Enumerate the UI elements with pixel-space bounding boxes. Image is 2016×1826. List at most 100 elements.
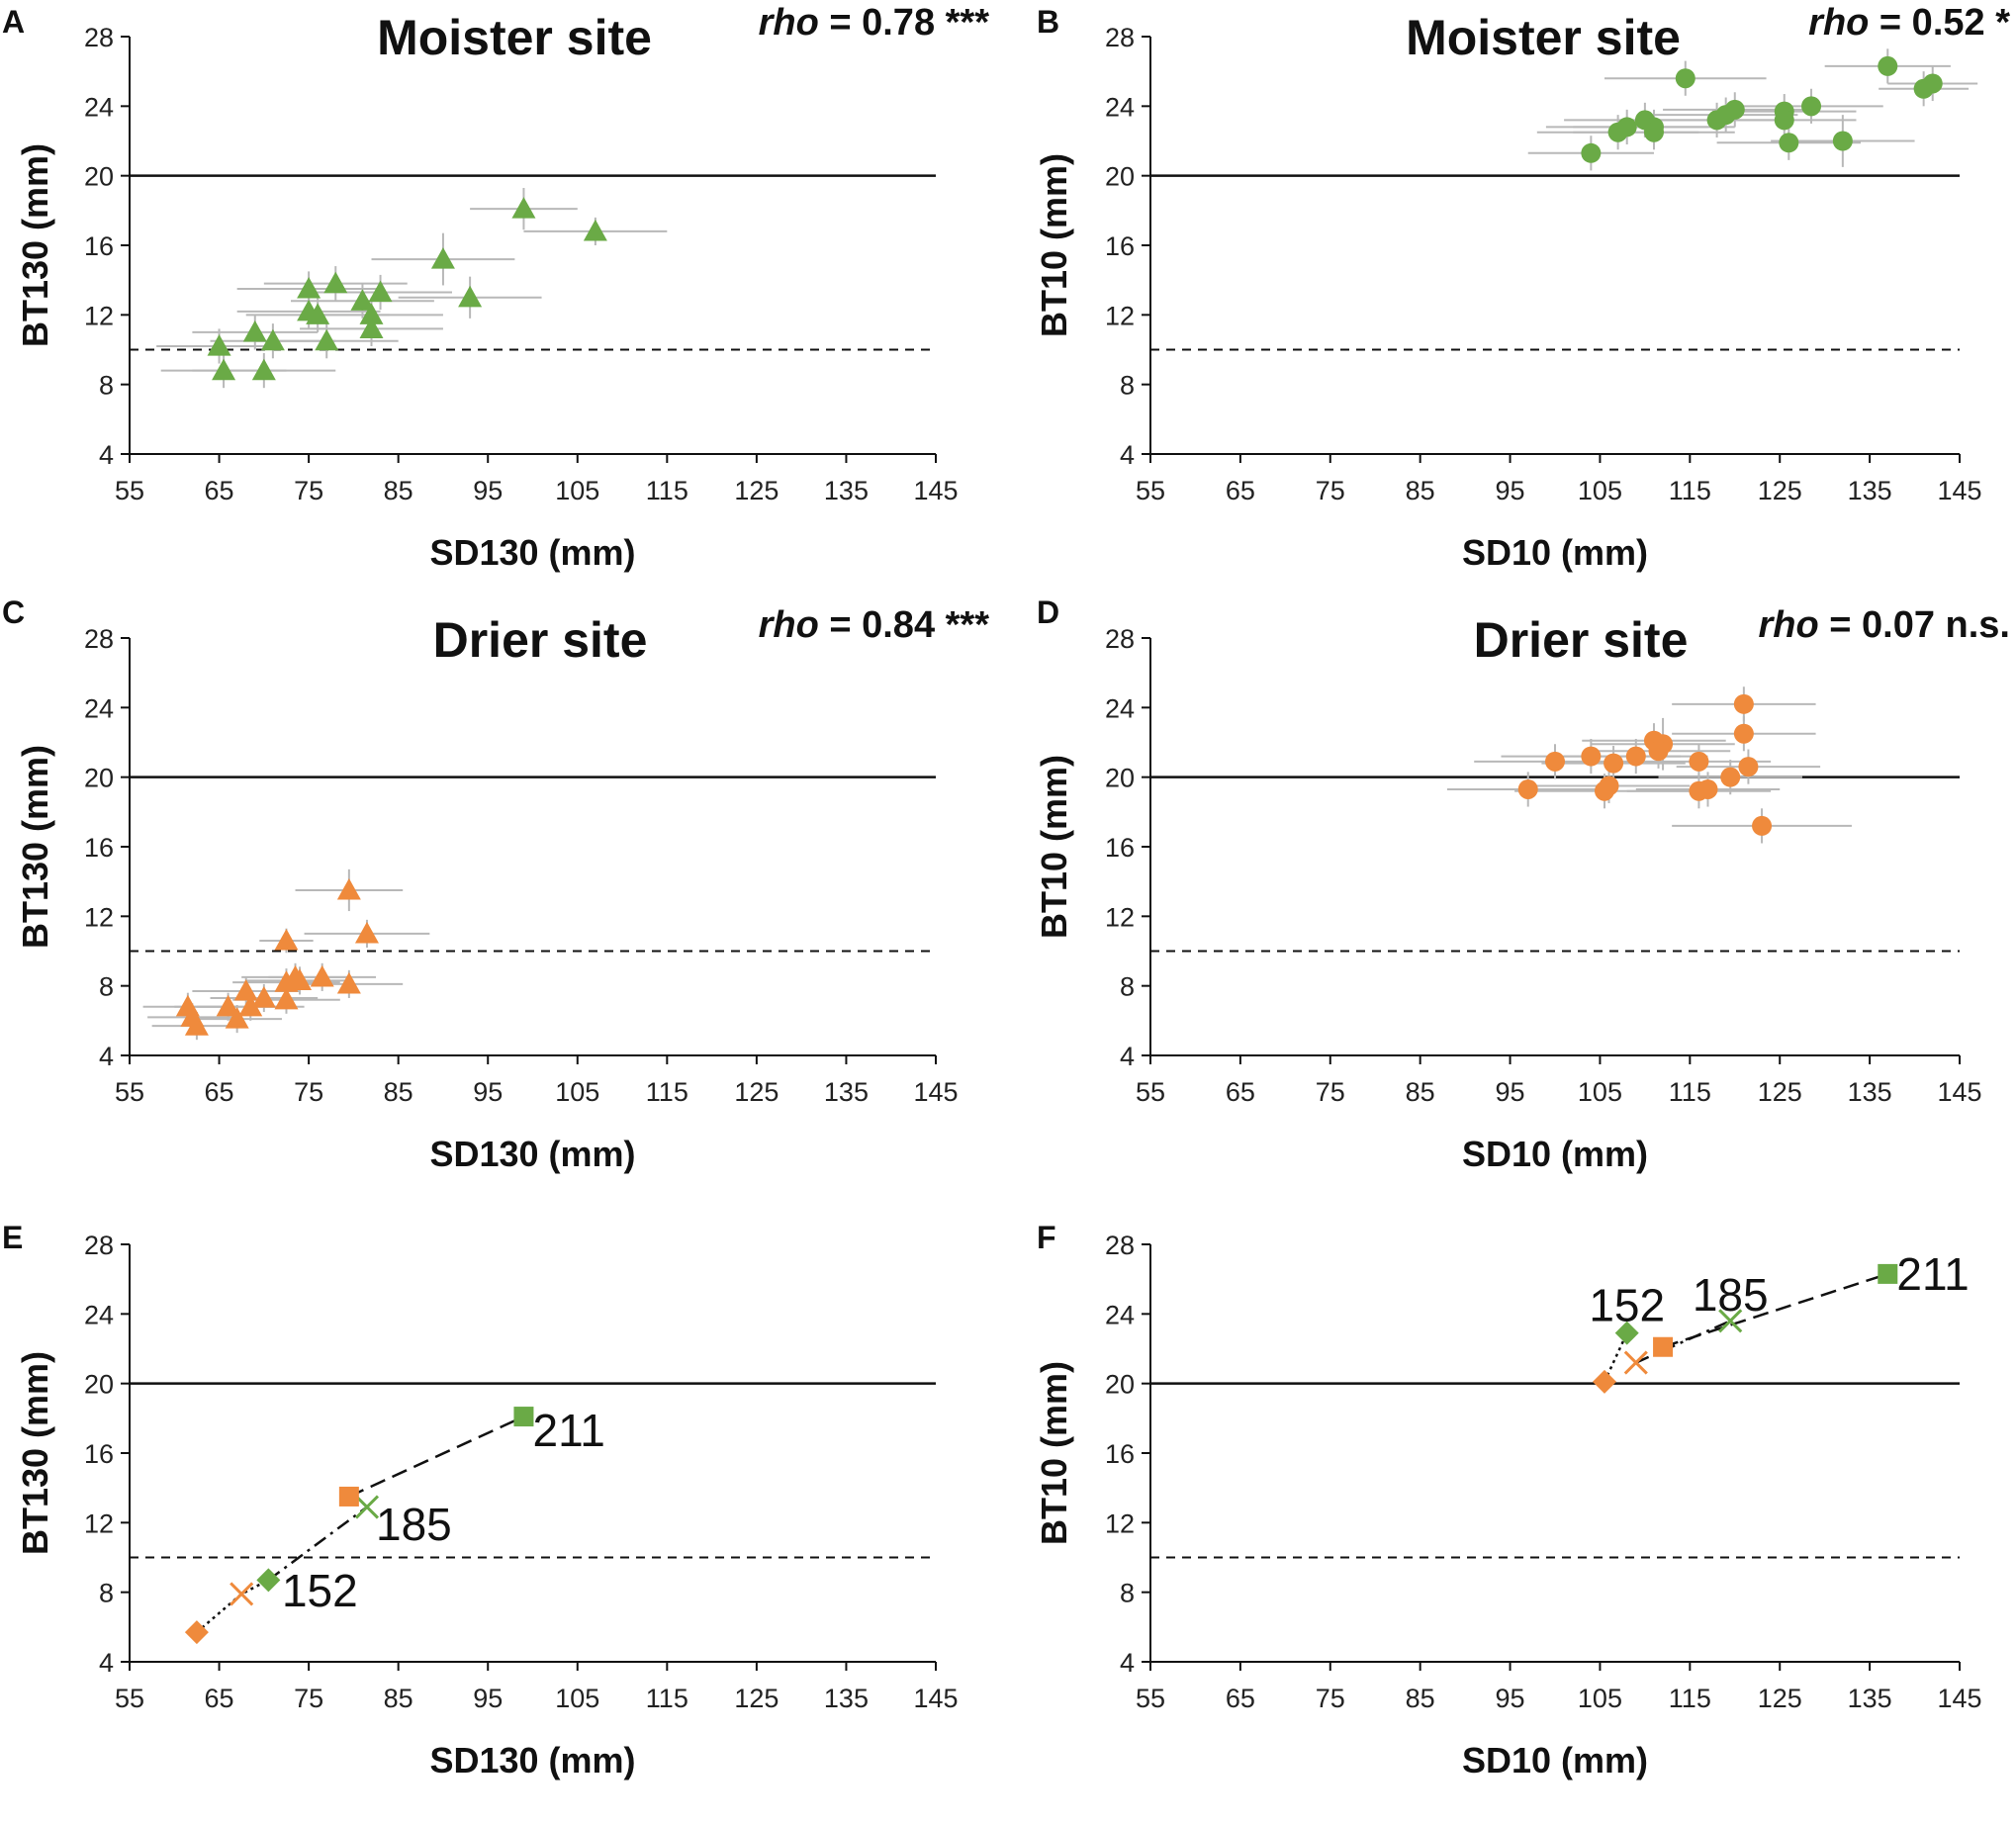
x-tick-label: 85 bbox=[1406, 1684, 1435, 1713]
y-tick-label: 24 bbox=[84, 92, 114, 122]
data-point-152 bbox=[1614, 1321, 1639, 1345]
data-point bbox=[1733, 723, 1754, 744]
panel-letter: F bbox=[1037, 1220, 1056, 1255]
x-tick-label: 65 bbox=[205, 476, 234, 505]
rho-value: = 0.78 *** bbox=[819, 2, 989, 44]
panel-letter: C bbox=[2, 594, 25, 630]
y-axis-label: BT10 (mm) bbox=[1034, 153, 1074, 337]
data-point bbox=[583, 219, 607, 241]
data-point-185 bbox=[354, 1495, 380, 1519]
y-tick-label: 12 bbox=[84, 902, 114, 932]
x-tick-label: 145 bbox=[1937, 1684, 1981, 1713]
y-tick-label: 16 bbox=[1105, 231, 1135, 261]
rho-symbol: rho bbox=[759, 2, 819, 44]
data-point-185 bbox=[1623, 1350, 1648, 1375]
x-tick-label: 125 bbox=[1758, 476, 1802, 505]
x-tick-label: 125 bbox=[734, 1684, 779, 1713]
data-point-152 bbox=[1592, 1369, 1616, 1394]
data-point-152 bbox=[256, 1568, 281, 1593]
x-tick-label: 135 bbox=[824, 476, 869, 505]
rho-annotation: rho = 0.84 *** bbox=[759, 604, 990, 646]
data-point bbox=[225, 1007, 249, 1029]
data-point bbox=[1517, 778, 1538, 799]
x-tick-label: 85 bbox=[384, 476, 413, 505]
data-point bbox=[359, 303, 384, 324]
data-point bbox=[216, 994, 240, 1017]
data-point-211 bbox=[338, 1486, 359, 1506]
y-tick-label: 12 bbox=[84, 301, 114, 330]
panel-b: B 55 65 75 85 95 105 115 125 135 145 4 8 12 16 20 24 28 SD… bbox=[1034, 2, 2010, 573]
panel-f: F 55 65 75 85 95 105 115 125 135 145 4 8 12 16 20 24 28 SD… bbox=[1034, 1220, 1982, 1780]
x-tick-label: 55 bbox=[115, 1684, 144, 1713]
data-point bbox=[336, 877, 361, 900]
y-tick-label: 20 bbox=[84, 162, 114, 192]
x-tick-label: 135 bbox=[1848, 476, 1892, 505]
x-tick-label: 75 bbox=[1316, 476, 1345, 505]
y-tick-label: 24 bbox=[84, 1300, 114, 1329]
data-point bbox=[184, 1014, 209, 1036]
y-tick-label: 28 bbox=[1105, 1231, 1135, 1260]
rho-symbol: rho bbox=[759, 604, 819, 646]
y-tick-label: 4 bbox=[1120, 1042, 1135, 1071]
x-tick-label: 95 bbox=[473, 1684, 503, 1713]
x-tick-label: 95 bbox=[473, 476, 503, 505]
data-point bbox=[1752, 815, 1773, 836]
x-axis-label: SD130 (mm) bbox=[429, 1740, 635, 1780]
point-label: 185 bbox=[376, 1499, 452, 1550]
y-tick-label: 8 bbox=[99, 1579, 114, 1608]
panel-a: A 55 65 75 85 95 105 115 125 135 145 4 8 12 16 20 24 28 SD… bbox=[2, 2, 989, 573]
y-tick-label: 12 bbox=[1105, 301, 1135, 330]
x-tick-label: 115 bbox=[646, 1684, 688, 1713]
panel-title: Drier site bbox=[433, 612, 648, 668]
data-point bbox=[251, 985, 276, 1008]
panel-letter: D bbox=[1037, 594, 1059, 630]
data-point bbox=[1581, 142, 1602, 163]
data-point bbox=[207, 333, 231, 356]
y-tick-label: 4 bbox=[99, 1648, 114, 1678]
rho-annotation: rho = 0.52 * bbox=[1808, 2, 2010, 44]
y-tick-label: 16 bbox=[84, 833, 114, 863]
x-tick-label: 65 bbox=[205, 1077, 234, 1107]
x-tick-label: 145 bbox=[1937, 476, 1981, 505]
y-tick-label: 16 bbox=[1105, 1439, 1135, 1469]
x-axis-label: SD10 (mm) bbox=[1462, 1134, 1648, 1174]
x-tick-label: 65 bbox=[205, 1684, 234, 1713]
y-tick-label: 8 bbox=[1120, 1579, 1135, 1608]
x-tick-label: 135 bbox=[824, 1077, 869, 1107]
data-point bbox=[1738, 757, 1759, 777]
y-tick-label: 12 bbox=[1105, 1508, 1135, 1538]
x-tick-label: 115 bbox=[1669, 1684, 1711, 1713]
y-tick-label: 4 bbox=[1120, 1648, 1135, 1678]
data-point-211 bbox=[1878, 1263, 1898, 1284]
y-tick-label: 8 bbox=[99, 371, 114, 401]
data-point bbox=[242, 320, 267, 342]
y-tick-label: 16 bbox=[84, 1439, 114, 1469]
data-point bbox=[274, 928, 299, 951]
x-tick-label: 65 bbox=[1226, 1077, 1255, 1107]
y-tick-label: 8 bbox=[1120, 371, 1135, 401]
y-tick-label: 24 bbox=[1105, 693, 1135, 723]
series-line-152 bbox=[196, 1579, 269, 1634]
y-tick-label: 28 bbox=[84, 624, 114, 654]
data-point bbox=[306, 303, 330, 324]
rho-symbol: rho bbox=[1808, 2, 1869, 44]
panel-title: Moister site bbox=[1406, 10, 1681, 65]
y-tick-label: 4 bbox=[1120, 440, 1135, 470]
data-point bbox=[323, 271, 348, 294]
x-tick-label: 95 bbox=[1496, 476, 1525, 505]
data-point bbox=[1724, 99, 1745, 120]
data-point bbox=[354, 921, 379, 944]
y-tick-label: 12 bbox=[84, 1508, 114, 1538]
x-tick-label: 105 bbox=[1578, 1077, 1622, 1107]
x-tick-label: 55 bbox=[115, 1077, 144, 1107]
y-axis-label: BT130 (mm) bbox=[15, 745, 55, 949]
rho-value: = 0.52 * bbox=[1869, 2, 2010, 44]
x-tick-label: 125 bbox=[1758, 1077, 1802, 1107]
data-point bbox=[1832, 131, 1853, 151]
panel-title: Drier site bbox=[1474, 612, 1689, 668]
x-tick-label: 55 bbox=[115, 476, 144, 505]
data-point bbox=[1689, 751, 1709, 772]
y-tick-label: 20 bbox=[1105, 1370, 1135, 1400]
x-tick-label: 85 bbox=[1406, 476, 1435, 505]
data-point bbox=[368, 280, 393, 303]
